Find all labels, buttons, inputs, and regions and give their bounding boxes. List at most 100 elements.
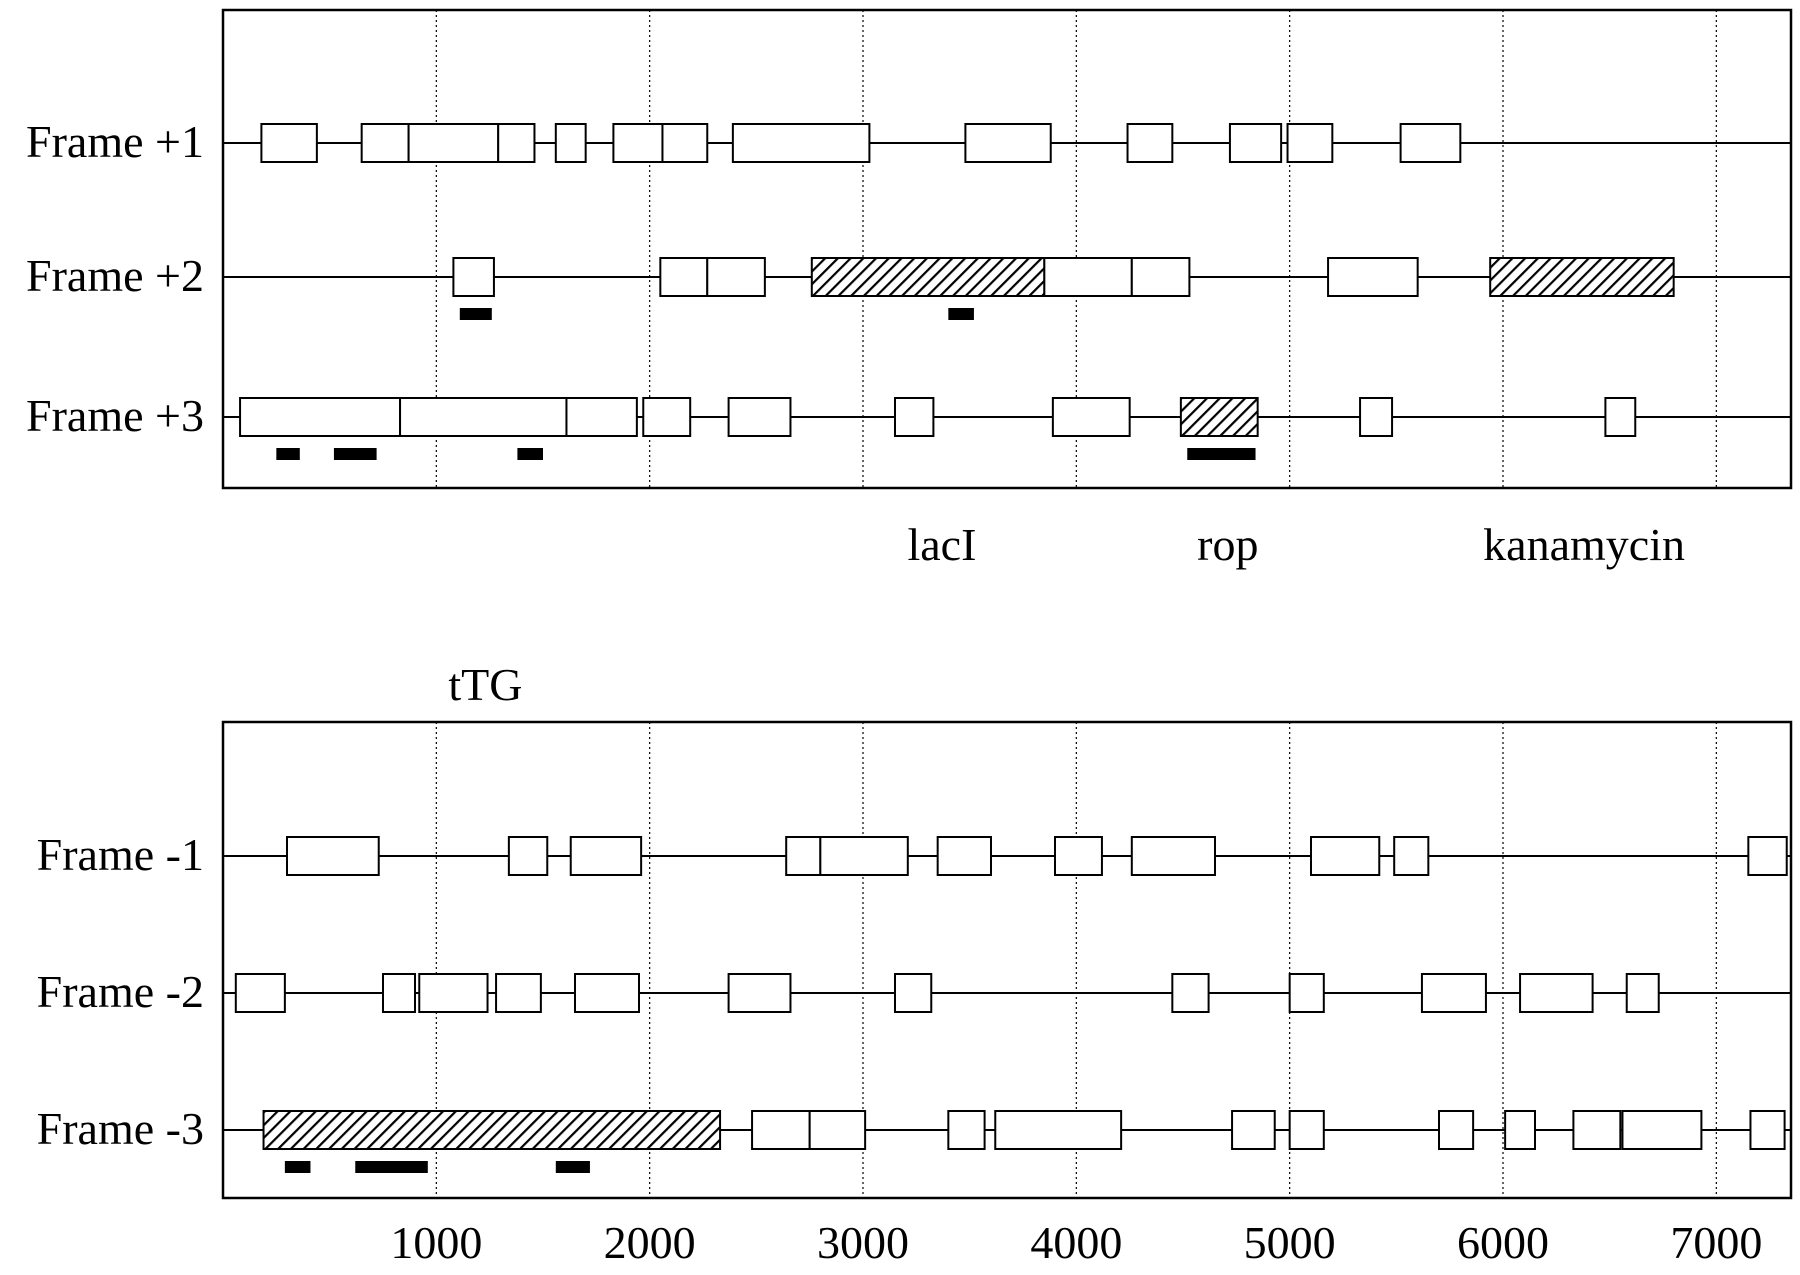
orf-box (1359, 397, 1394, 437)
orf-box (808, 1110, 867, 1150)
orf-box (642, 397, 692, 437)
orf-box (286, 836, 380, 876)
axis-tick-label: 1000 (390, 1217, 482, 1268)
orf-box (1231, 1110, 1276, 1150)
forward-frames-panel: Frame +1 Frame +2 Frame +3 lacI rop kanamyci… (26, 8, 1793, 570)
orf-box (994, 1110, 1123, 1150)
frame-label: Frame +1 (26, 116, 204, 167)
orf-box (554, 123, 587, 163)
frame-row (223, 973, 1791, 1013)
panel-frame (221, 8, 1793, 490)
frame-row (223, 257, 1791, 320)
orf-box (382, 973, 416, 1013)
orf-box (894, 397, 935, 437)
orf-box (399, 397, 568, 437)
orf-box (1171, 973, 1210, 1013)
orf-box-hatched (1179, 397, 1259, 437)
axis-tick-label: 2000 (604, 1217, 696, 1268)
orf-box (751, 1110, 811, 1150)
homology-mark (517, 448, 543, 460)
axis-tick-label: 5000 (1244, 1217, 1336, 1268)
homology-mark (276, 448, 300, 460)
orf-box (947, 1110, 986, 1150)
axis-tick-label: 7000 (1670, 1217, 1762, 1268)
orf-box (727, 397, 792, 437)
frame-label: Frame +2 (26, 250, 204, 301)
orf-box-hatched (810, 257, 1046, 297)
orf-box (1438, 1110, 1475, 1150)
orf-box (706, 257, 766, 297)
panel-frame (221, 720, 1793, 1200)
orf-box (1130, 257, 1191, 297)
frame-row (223, 836, 1791, 876)
gene-annotation-label: rop (1197, 519, 1258, 570)
gene-annotation-label: lacI (907, 519, 976, 570)
homology-mark (333, 448, 377, 460)
axis-tick-label: 3000 (817, 1217, 909, 1268)
orf-box (1043, 257, 1133, 297)
orf-box (1228, 123, 1283, 163)
frame-label: Frame -3 (37, 1103, 204, 1154)
orf-box (1288, 1110, 1325, 1150)
homology-mark (948, 308, 974, 320)
orf-box (260, 123, 318, 163)
frame-row (223, 1110, 1791, 1173)
orf-box (1604, 397, 1637, 437)
gene-annotation-label: kanamycin (1483, 519, 1685, 570)
orf-box (727, 973, 792, 1013)
reverse-frames-panel: Frame -1 Frame -2 Frame -3 1000 2000 3000 400… (37, 720, 1793, 1268)
frame-label: Frame +3 (26, 390, 204, 441)
orf-box (731, 123, 871, 163)
orf-box (360, 123, 410, 163)
orf-box (964, 123, 1052, 163)
orf-box (1621, 1110, 1703, 1150)
orf-box (659, 257, 709, 297)
orf-box (785, 836, 822, 876)
orf-box (495, 973, 542, 1013)
homology-mark (1187, 448, 1256, 460)
homology-mark (555, 1161, 590, 1173)
orf-box (1749, 1110, 1786, 1150)
frame-label: Frame -1 (37, 829, 204, 880)
orf-box (612, 123, 664, 163)
orf-box (574, 973, 640, 1013)
orf-box (894, 973, 933, 1013)
orf-box (569, 836, 643, 876)
frame-label: Frame -2 (37, 966, 204, 1017)
orf-box (418, 973, 489, 1013)
orf-box (1625, 973, 1660, 1013)
orf-box (507, 836, 549, 876)
axis-tick-label: 6000 (1457, 1217, 1549, 1268)
orf-box (1504, 1110, 1536, 1150)
tTG-gene-label: tTG (448, 659, 522, 710)
homology-mark (459, 308, 492, 320)
homology-mark (355, 1161, 428, 1173)
orf-box (1572, 1110, 1622, 1150)
orf-box (1327, 257, 1419, 297)
frame-row (223, 397, 1791, 460)
orf-box (1130, 836, 1217, 876)
axis-tick-label: 4000 (1030, 1217, 1122, 1268)
orf-box (936, 836, 993, 876)
orf-box (565, 397, 638, 437)
homology-mark (284, 1161, 311, 1173)
orf-box (1393, 836, 1430, 876)
orf-box (819, 836, 909, 876)
orf-box (1310, 836, 1381, 876)
orf-box (1286, 123, 1334, 163)
orf-box-hatched (262, 1110, 722, 1150)
orf-box (497, 123, 536, 163)
orf-box (1288, 973, 1325, 1013)
orf-box (1747, 836, 1788, 876)
orf-box (1054, 836, 1103, 876)
orf-box (661, 123, 709, 163)
orf-box (234, 973, 286, 1013)
orf-box (1519, 973, 1594, 1013)
orf-box (407, 123, 500, 163)
orf-box (452, 257, 495, 297)
orf-box-hatched (1489, 257, 1675, 297)
frame-row (223, 123, 1791, 163)
orf-box (1420, 973, 1487, 1013)
orf-box (1399, 123, 1462, 163)
